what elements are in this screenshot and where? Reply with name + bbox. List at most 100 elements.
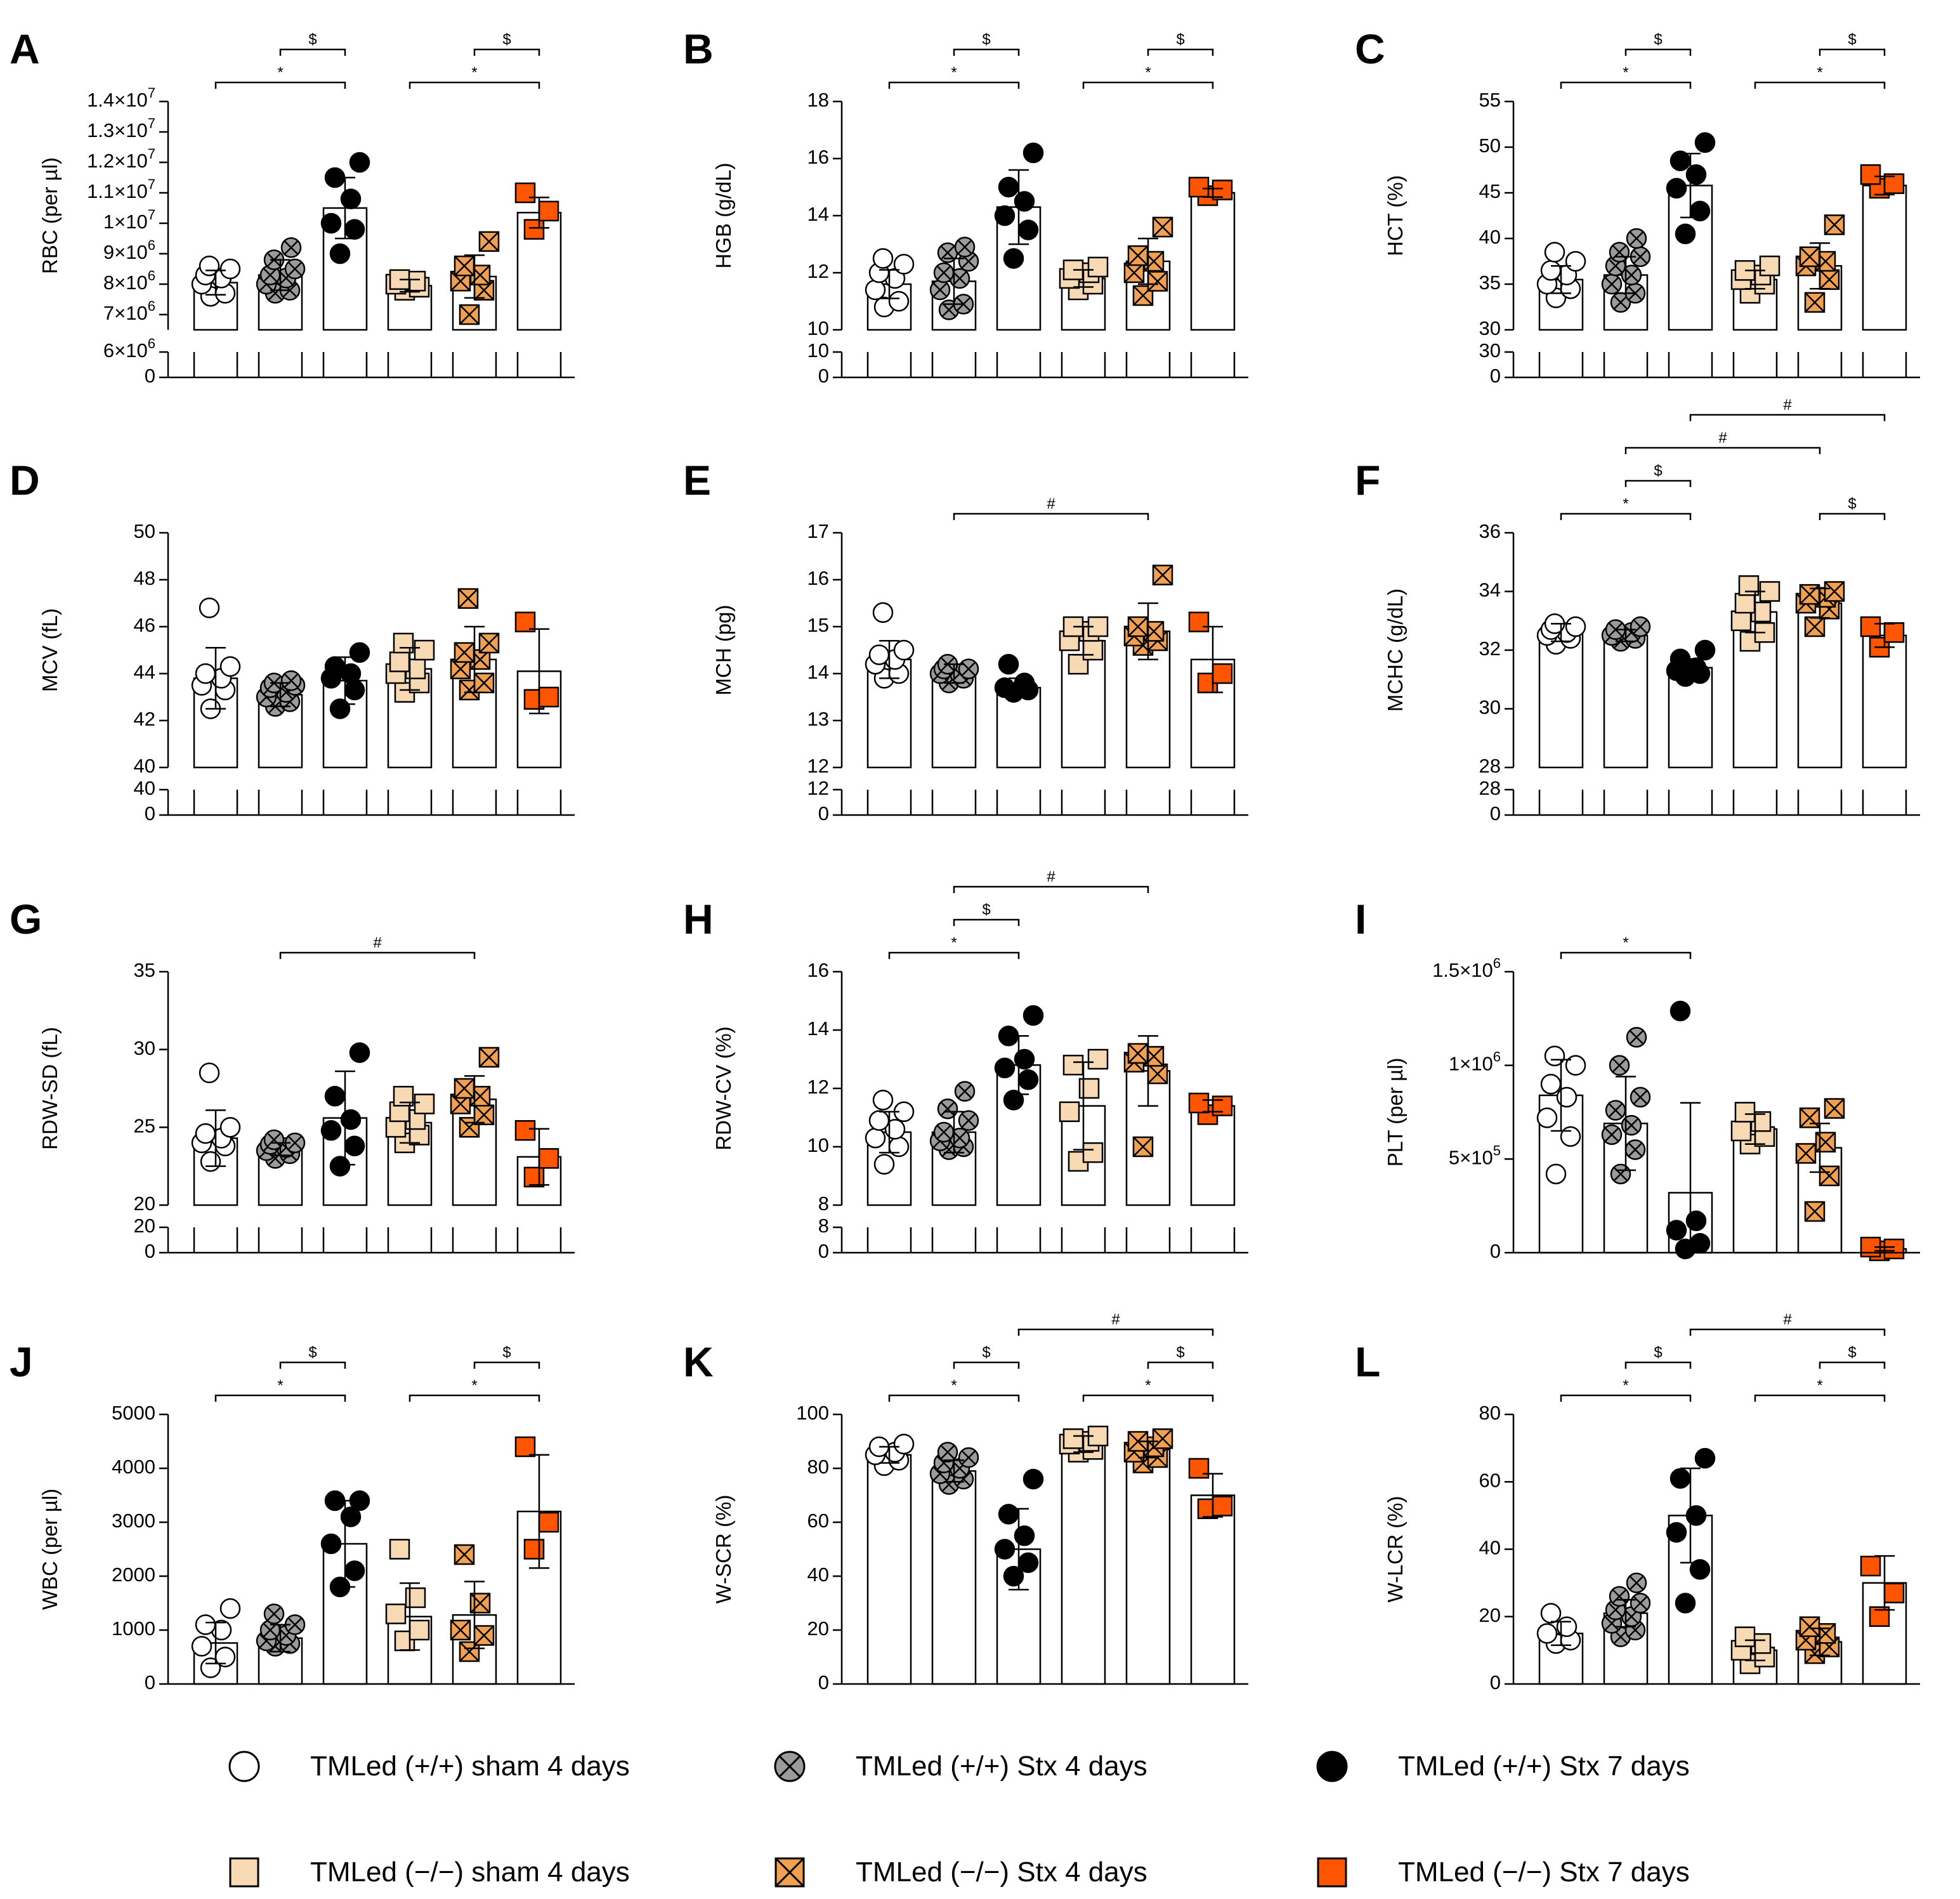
- data-point: [219, 1117, 241, 1138]
- data-point: [1860, 616, 1881, 637]
- data-point-cross: [1604, 277, 1619, 292]
- significance-bracket: [279, 1361, 346, 1369]
- data-point-cross: [1628, 1142, 1643, 1157]
- significance-bracket: [1819, 48, 1886, 56]
- data-point: [893, 1433, 915, 1454]
- y-tick-label: 0: [145, 1671, 155, 1693]
- significance-bracket: [408, 81, 540, 89]
- significance-bracket: [888, 81, 1020, 89]
- y-tick-label: 15: [807, 614, 829, 636]
- legend-marker-icon: [229, 1857, 259, 1888]
- y-tick-label: 40: [807, 1563, 829, 1586]
- panel-letter: B: [683, 25, 714, 72]
- data-point-cross: [1124, 263, 1144, 283]
- chart-panel-c: C HCT (%) 30 35 40 45 50 55 30 0 * $ * $: [1355, 25, 1920, 387]
- data-point-cross: [1147, 1064, 1168, 1084]
- data-point: [868, 644, 890, 665]
- panel-letter: H: [683, 896, 714, 943]
- y-tick-label: 0: [1490, 1240, 1501, 1262]
- y-tick-label: 14: [807, 661, 829, 683]
- y-tick-label: 36: [1479, 520, 1501, 542]
- data-point-cross: [1153, 217, 1173, 237]
- data-point-cross: [479, 231, 499, 252]
- data-point: [1556, 1616, 1578, 1637]
- data-point-cross: [1629, 1576, 1644, 1591]
- y-tick-label: 17: [807, 520, 829, 542]
- data-point: [1003, 1090, 1024, 1111]
- y-axis-label: PLT (per µl): [1383, 1058, 1407, 1167]
- legend-item: TMLed (−/−) Stx 7 days: [1313, 1853, 1690, 1891]
- y-tick-label: 12: [807, 1076, 829, 1098]
- chart-panel-j: J WBC (per µl) 0 1000 2000 3000 4000 5000 * $ * $: [10, 1338, 575, 1693]
- bar: [866, 1454, 912, 1685]
- y-tick-label: 10: [807, 317, 829, 339]
- significance-bracket: [953, 512, 1149, 520]
- data-point: [1087, 1048, 1109, 1070]
- significance-label: $: [1848, 1344, 1856, 1361]
- data-point: [349, 152, 370, 173]
- data-point-cross: [1133, 1137, 1153, 1157]
- y-tick-label: 16: [807, 146, 829, 168]
- y-tick-label: 12: [807, 260, 829, 282]
- legend-label: TMLed (−/−) sham 4 days: [310, 1857, 630, 1888]
- y-tick-label: 50: [1479, 134, 1501, 157]
- legend-label: TMLed (+/+) Stx 7 days: [1398, 1751, 1690, 1782]
- data-point: [389, 651, 410, 672]
- y-axis-label: W-SCR (%): [712, 1495, 735, 1604]
- bar: [1603, 634, 1649, 769]
- data-point: [1014, 672, 1035, 694]
- data-point: [1017, 219, 1039, 240]
- y-axis-label: MCV (fL): [38, 608, 62, 692]
- data-point-cross: [1153, 564, 1173, 585]
- significance-bracket: [1560, 1394, 1692, 1402]
- legend: TMLed (+/+) sham 4 days TMLed (+/+) Stx …: [0, 1713, 1960, 1899]
- data-point-cross: [1805, 617, 1825, 637]
- y-tick-label: 28: [1479, 777, 1501, 799]
- significance-label: $: [982, 1344, 990, 1361]
- significance-label: *: [951, 1377, 957, 1394]
- data-point: [1188, 611, 1210, 632]
- data-point-cross: [287, 1617, 303, 1632]
- y-tick-label: 0: [1490, 802, 1501, 825]
- data-point-cross: [952, 271, 967, 286]
- bar: [1538, 632, 1584, 769]
- y-tick-label: 16: [807, 959, 829, 981]
- data-point: [329, 1156, 351, 1177]
- data-point: [514, 1436, 536, 1458]
- data-point-cross: [454, 1544, 474, 1565]
- significance-bracket: [1147, 1361, 1214, 1369]
- data-point: [1565, 251, 1586, 272]
- significance-bracket: [953, 48, 1020, 56]
- data-point-cross: [940, 1445, 955, 1459]
- y-tick-label: 12: [807, 777, 829, 799]
- data-point: [1014, 1048, 1035, 1070]
- y-tick-label: 10: [807, 339, 829, 362]
- data-point: [1188, 176, 1210, 198]
- data-point-cross: [936, 1125, 951, 1140]
- data-point-cross: [1147, 271, 1168, 292]
- data-point: [1022, 1005, 1044, 1026]
- significance-bracket: [1624, 480, 1692, 487]
- y-axis-label: RDW-SD (fL): [38, 1027, 62, 1150]
- data-point-cross: [1604, 1127, 1619, 1142]
- data-point: [1022, 142, 1044, 164]
- panel-letter: D: [10, 457, 40, 504]
- data-point: [888, 290, 910, 312]
- panel-letter: I: [1355, 896, 1366, 943]
- data-point: [872, 248, 894, 269]
- legend-label: TMLed (−/−) Stx 4 days: [856, 1857, 1147, 1888]
- data-point-cross: [287, 1135, 303, 1151]
- significance-bracket: [888, 951, 1020, 959]
- significance-label: #: [1047, 868, 1055, 885]
- significance-bracket: [214, 1394, 346, 1402]
- data-point: [344, 1135, 365, 1157]
- data-point-cross: [479, 1047, 499, 1067]
- significance-bracket: [1624, 447, 1821, 454]
- data-point-cross: [1153, 1428, 1173, 1449]
- data-point: [1540, 1073, 1562, 1095]
- data-point: [865, 1127, 886, 1149]
- y-tick-label: 40: [1479, 1537, 1501, 1559]
- significance-label: $: [1654, 31, 1662, 48]
- data-point: [1860, 1555, 1881, 1577]
- data-point: [1188, 1458, 1210, 1479]
